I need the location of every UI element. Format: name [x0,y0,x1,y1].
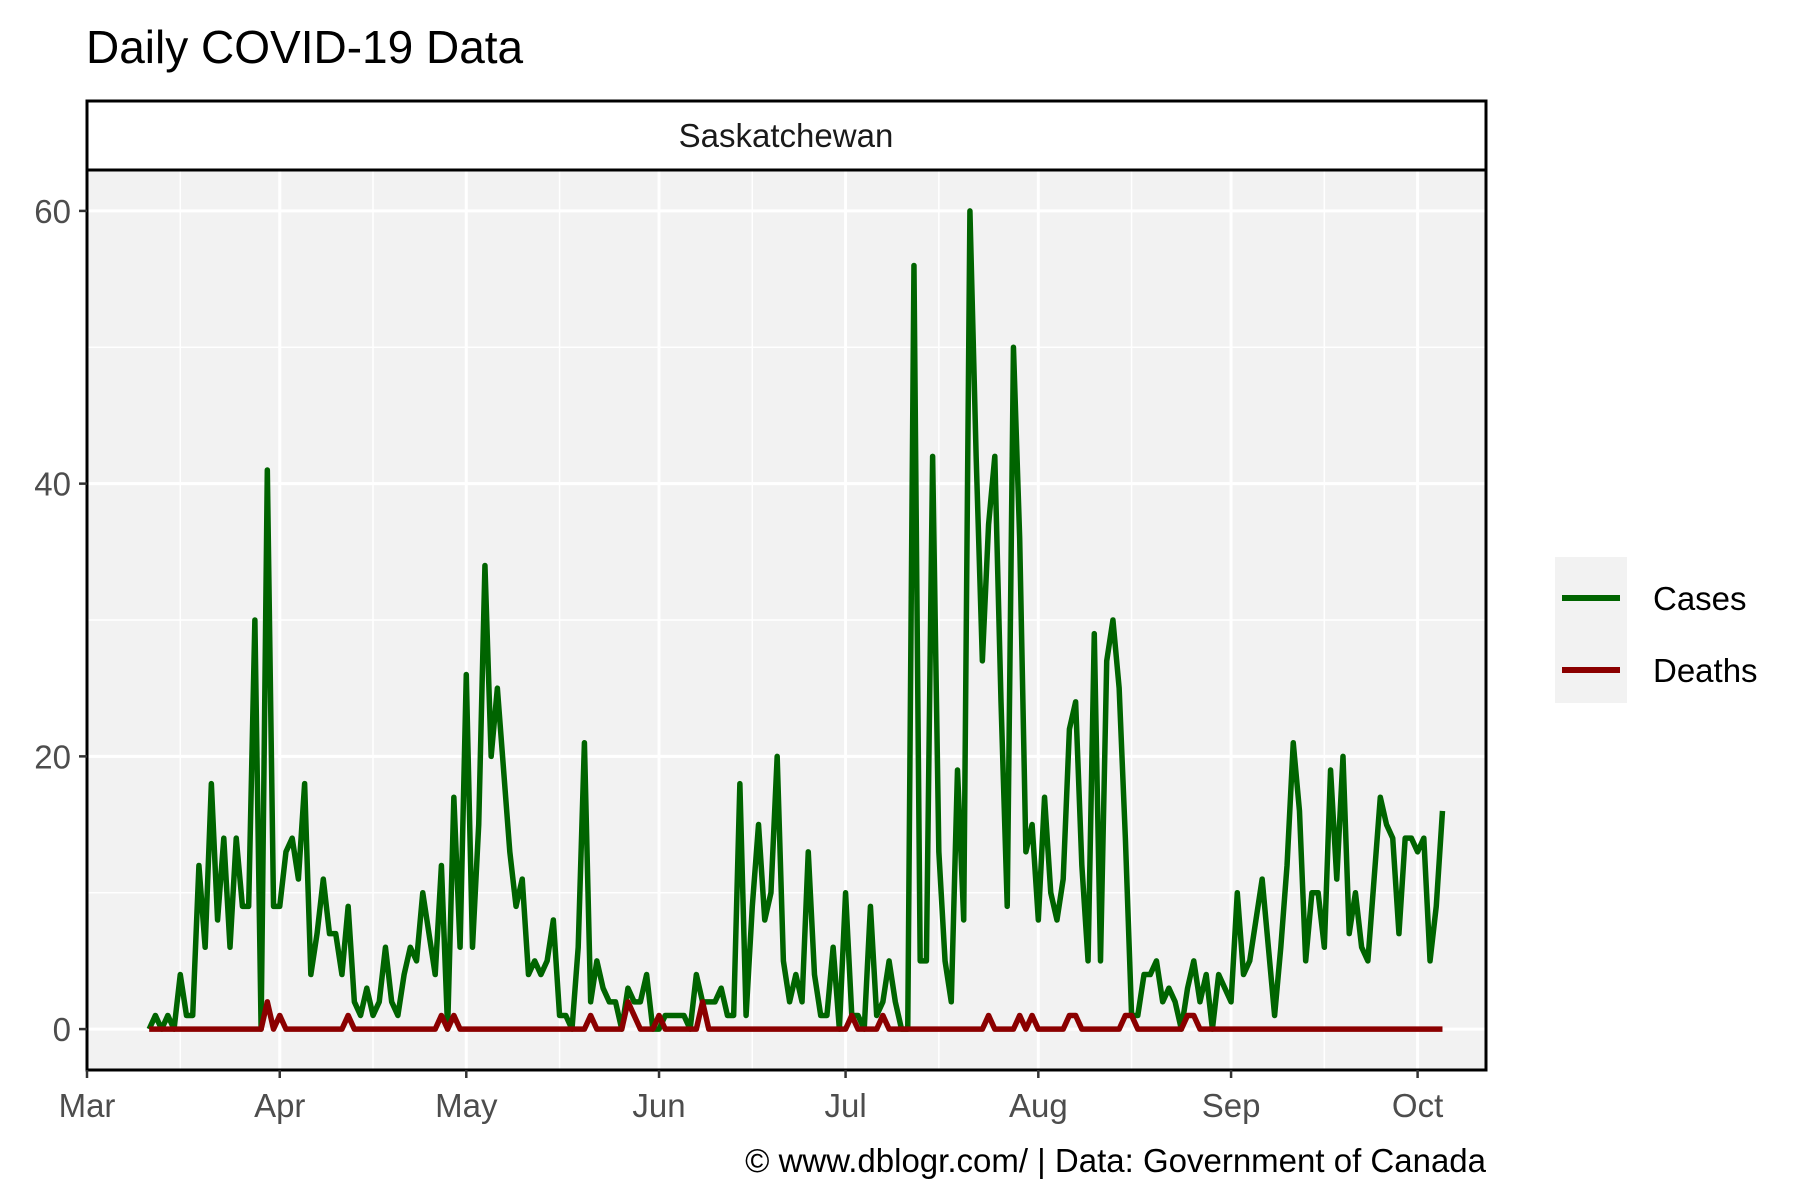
y-tick-label: 0 [53,1011,71,1048]
x-tick-label: Mar [59,1087,116,1124]
legend-label-cases: Cases [1653,580,1747,617]
series-layer [146,208,1446,1032]
series-line-deaths [149,999,1443,1032]
y-tick-label: 60 [34,193,71,230]
x-axis: Mar Apr May Jun Jul Aug Sep Oct [59,1070,1443,1124]
facet-strip-label: Saskatchewan [679,117,894,154]
y-tick-label: 40 [34,466,71,503]
x-tick-label: Jun [632,1087,685,1124]
x-tick-label: Oct [1392,1087,1443,1124]
y-tick-label: 20 [34,738,71,775]
caption: © www.dblogr.com/ | Data: Government of … [745,1142,1487,1179]
series-line-cases [146,208,1446,1032]
legend: Cases Deaths [1555,557,1758,703]
x-tick-label: Jul [824,1087,866,1124]
x-tick-label: Apr [254,1087,305,1124]
panel-border [85,168,1488,1072]
legend-key-background [1555,557,1627,703]
legend-label-deaths: Deaths [1653,652,1758,689]
x-tick-label: Aug [1009,1087,1068,1124]
x-tick-label: Sep [1202,1087,1261,1124]
x-tick-label: May [435,1087,498,1124]
grid-minor [87,170,1486,1070]
chart-title: Daily COVID-19 Data [86,21,524,73]
y-axis: 0 20 40 60 [34,193,87,1048]
facet-strip [85,99,1488,172]
